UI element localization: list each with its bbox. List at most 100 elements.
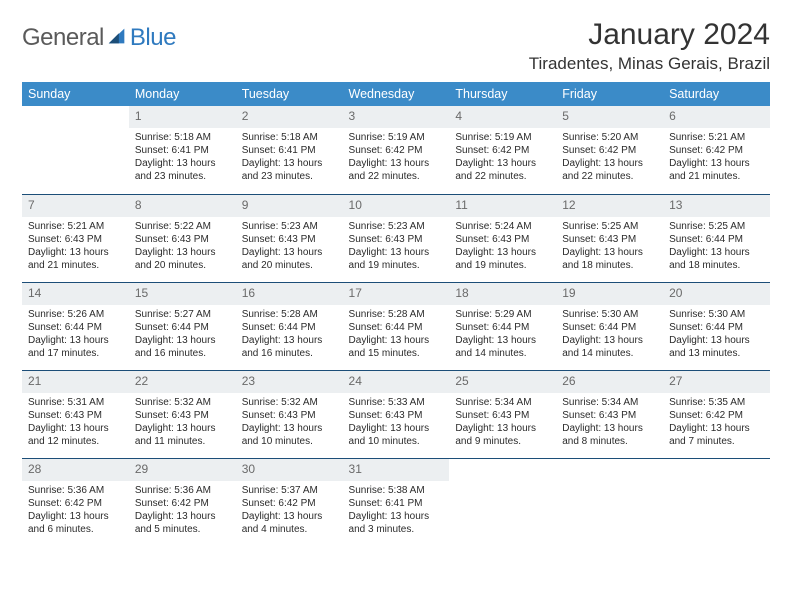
day-sunrise: Sunrise: 5:36 AM — [28, 484, 123, 497]
day-daylight: Daylight: 13 hours and 5 minutes. — [135, 510, 230, 536]
day-sunrise: Sunrise: 5:23 AM — [349, 220, 444, 233]
day-daylight: Daylight: 13 hours and 22 minutes. — [349, 157, 444, 183]
day-sunrise: Sunrise: 5:38 AM — [349, 484, 444, 497]
weekday-header: Thursday — [449, 82, 556, 106]
day-body: Sunrise: 5:30 AMSunset: 6:44 PMDaylight:… — [663, 305, 770, 366]
day-sunrise: Sunrise: 5:30 AM — [562, 308, 657, 321]
calendar-cell: 6Sunrise: 5:21 AMSunset: 6:42 PMDaylight… — [663, 106, 770, 194]
day-body: Sunrise: 5:34 AMSunset: 6:43 PMDaylight:… — [449, 393, 556, 454]
day-sunset: Sunset: 6:42 PM — [28, 497, 123, 510]
day-body: Sunrise: 5:28 AMSunset: 6:44 PMDaylight:… — [236, 305, 343, 366]
day-body: Sunrise: 5:31 AMSunset: 6:43 PMDaylight:… — [22, 393, 129, 454]
day-number: 31 — [343, 458, 450, 481]
day-body: Sunrise: 5:33 AMSunset: 6:43 PMDaylight:… — [343, 393, 450, 454]
day-sunrise: Sunrise: 5:18 AM — [135, 131, 230, 144]
day-sunrise: Sunrise: 5:34 AM — [455, 396, 550, 409]
calendar-cell: 9Sunrise: 5:23 AMSunset: 6:43 PMDaylight… — [236, 194, 343, 282]
day-number: 26 — [556, 370, 663, 393]
calendar-cell: 14Sunrise: 5:26 AMSunset: 6:44 PMDayligh… — [22, 282, 129, 370]
day-sunset: Sunset: 6:43 PM — [455, 409, 550, 422]
day-body: Sunrise: 5:21 AMSunset: 6:42 PMDaylight:… — [663, 128, 770, 189]
day-body: Sunrise: 5:28 AMSunset: 6:44 PMDaylight:… — [343, 305, 450, 366]
day-daylight: Daylight: 13 hours and 22 minutes. — [562, 157, 657, 183]
calendar-cell: 3Sunrise: 5:19 AMSunset: 6:42 PMDaylight… — [343, 106, 450, 194]
weekday-header: Sunday — [22, 82, 129, 106]
calendar-cell: 12Sunrise: 5:25 AMSunset: 6:43 PMDayligh… — [556, 194, 663, 282]
day-sunrise: Sunrise: 5:26 AM — [28, 308, 123, 321]
day-body: Sunrise: 5:37 AMSunset: 6:42 PMDaylight:… — [236, 481, 343, 542]
day-sunset: Sunset: 6:43 PM — [349, 409, 444, 422]
day-body: Sunrise: 5:23 AMSunset: 6:43 PMDaylight:… — [236, 217, 343, 278]
weekday-header: Wednesday — [343, 82, 450, 106]
calendar-cell: 20Sunrise: 5:30 AMSunset: 6:44 PMDayligh… — [663, 282, 770, 370]
day-daylight: Daylight: 13 hours and 21 minutes. — [669, 157, 764, 183]
calendar-cell: 16Sunrise: 5:28 AMSunset: 6:44 PMDayligh… — [236, 282, 343, 370]
calendar-cell: 10Sunrise: 5:23 AMSunset: 6:43 PMDayligh… — [343, 194, 450, 282]
calendar-cell: 25Sunrise: 5:34 AMSunset: 6:43 PMDayligh… — [449, 370, 556, 458]
day-daylight: Daylight: 13 hours and 13 minutes. — [669, 334, 764, 360]
logo-text-a: General — [22, 24, 104, 52]
day-number: 21 — [22, 370, 129, 393]
day-body: Sunrise: 5:26 AMSunset: 6:44 PMDaylight:… — [22, 305, 129, 366]
day-sunset: Sunset: 6:43 PM — [562, 409, 657, 422]
day-sunrise: Sunrise: 5:35 AM — [669, 396, 764, 409]
day-number: 18 — [449, 282, 556, 305]
day-daylight: Daylight: 13 hours and 7 minutes. — [669, 422, 764, 448]
day-sunrise: Sunrise: 5:28 AM — [349, 308, 444, 321]
day-number: 15 — [129, 282, 236, 305]
calendar-cell: 30Sunrise: 5:37 AMSunset: 6:42 PMDayligh… — [236, 458, 343, 546]
day-sunset: Sunset: 6:41 PM — [242, 144, 337, 157]
day-sunset: Sunset: 6:43 PM — [349, 233, 444, 246]
calendar-cell: 5Sunrise: 5:20 AMSunset: 6:42 PMDaylight… — [556, 106, 663, 194]
day-number: 10 — [343, 194, 450, 217]
day-number: 12 — [556, 194, 663, 217]
day-number: 13 — [663, 194, 770, 217]
day-sunset: Sunset: 6:43 PM — [455, 233, 550, 246]
day-sunrise: Sunrise: 5:24 AM — [455, 220, 550, 233]
day-sunset: Sunset: 6:43 PM — [28, 409, 123, 422]
day-body: Sunrise: 5:20 AMSunset: 6:42 PMDaylight:… — [556, 128, 663, 189]
day-number: 8 — [129, 194, 236, 217]
day-body: Sunrise: 5:19 AMSunset: 6:42 PMDaylight:… — [343, 128, 450, 189]
day-number: 16 — [236, 282, 343, 305]
day-number: 23 — [236, 370, 343, 393]
day-number: 7 — [22, 194, 129, 217]
weekday-header-row: Sunday Monday Tuesday Wednesday Thursday… — [22, 82, 770, 106]
calendar-cell: 7Sunrise: 5:21 AMSunset: 6:43 PMDaylight… — [22, 194, 129, 282]
day-body: Sunrise: 5:29 AMSunset: 6:44 PMDaylight:… — [449, 305, 556, 366]
calendar-cell: 29Sunrise: 5:36 AMSunset: 6:42 PMDayligh… — [129, 458, 236, 546]
day-daylight: Daylight: 13 hours and 20 minutes. — [135, 246, 230, 272]
weekday-header: Tuesday — [236, 82, 343, 106]
day-body: Sunrise: 5:32 AMSunset: 6:43 PMDaylight:… — [129, 393, 236, 454]
day-daylight: Daylight: 13 hours and 6 minutes. — [28, 510, 123, 536]
day-number: 25 — [449, 370, 556, 393]
day-body: Sunrise: 5:36 AMSunset: 6:42 PMDaylight:… — [129, 481, 236, 542]
day-sunset: Sunset: 6:43 PM — [135, 409, 230, 422]
calendar-row: 28Sunrise: 5:36 AMSunset: 6:42 PMDayligh… — [22, 458, 770, 546]
day-sunset: Sunset: 6:42 PM — [455, 144, 550, 157]
day-daylight: Daylight: 13 hours and 23 minutes. — [242, 157, 337, 183]
calendar-cell: 19Sunrise: 5:30 AMSunset: 6:44 PMDayligh… — [556, 282, 663, 370]
day-daylight: Daylight: 13 hours and 18 minutes. — [562, 246, 657, 272]
location-subtitle: Tiradentes, Minas Gerais, Brazil — [529, 54, 770, 74]
calendar-cell: 22Sunrise: 5:32 AMSunset: 6:43 PMDayligh… — [129, 370, 236, 458]
day-number: 17 — [343, 282, 450, 305]
day-body: Sunrise: 5:18 AMSunset: 6:41 PMDaylight:… — [129, 128, 236, 189]
day-sunrise: Sunrise: 5:30 AM — [669, 308, 764, 321]
calendar-row: 1Sunrise: 5:18 AMSunset: 6:41 PMDaylight… — [22, 106, 770, 194]
day-sunset: Sunset: 6:42 PM — [562, 144, 657, 157]
calendar-cell: 31Sunrise: 5:38 AMSunset: 6:41 PMDayligh… — [343, 458, 450, 546]
header: General Blue January 2024 Tiradentes, Mi… — [22, 18, 770, 74]
day-body: Sunrise: 5:38 AMSunset: 6:41 PMDaylight:… — [343, 481, 450, 542]
day-sunset: Sunset: 6:44 PM — [455, 321, 550, 334]
day-sunset: Sunset: 6:43 PM — [135, 233, 230, 246]
weekday-header: Saturday — [663, 82, 770, 106]
day-sunset: Sunset: 6:44 PM — [562, 321, 657, 334]
day-sunset: Sunset: 6:42 PM — [669, 409, 764, 422]
day-number: 20 — [663, 282, 770, 305]
logo-text-b: Blue — [130, 24, 176, 52]
day-body: Sunrise: 5:25 AMSunset: 6:43 PMDaylight:… — [556, 217, 663, 278]
day-number: 1 — [129, 106, 236, 128]
day-sunset: Sunset: 6:44 PM — [28, 321, 123, 334]
day-body: Sunrise: 5:23 AMSunset: 6:43 PMDaylight:… — [343, 217, 450, 278]
